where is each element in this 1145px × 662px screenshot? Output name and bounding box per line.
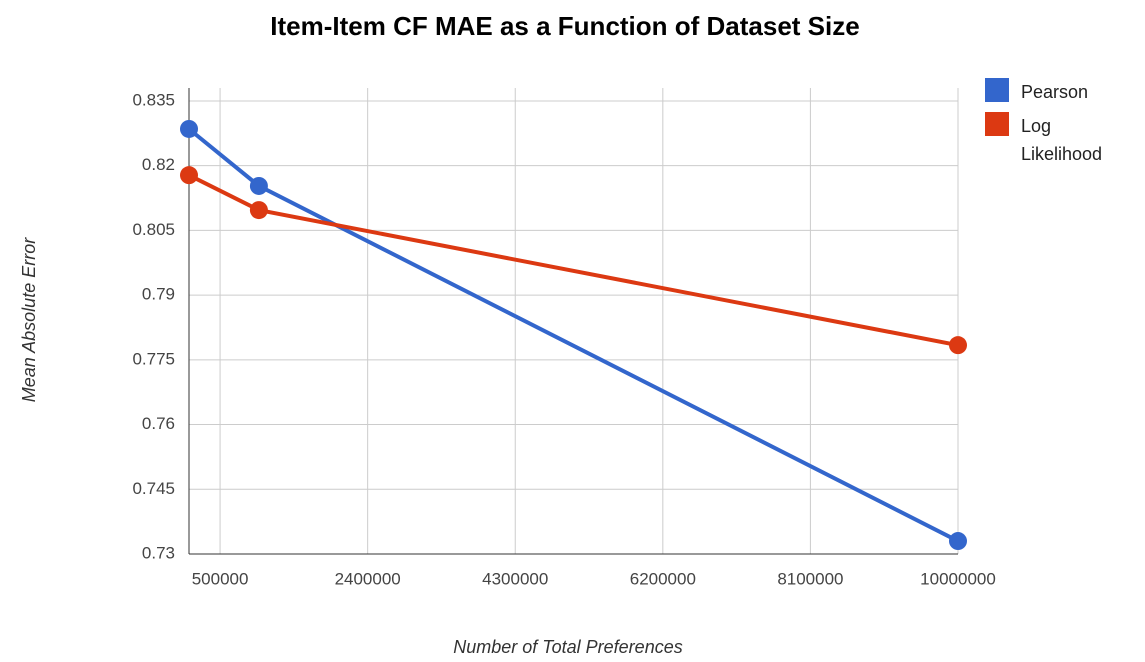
grid (189, 88, 959, 555)
point (249, 176, 268, 195)
point (249, 201, 268, 220)
y-tick-label: 0.76 (142, 414, 175, 433)
point (949, 532, 967, 551)
legend-swatch (985, 78, 1009, 102)
legend-label: Log Likelihood (1021, 116, 1103, 164)
y-axis-title: Mean Absolute Error (19, 237, 39, 402)
x-tick-label: 2400000 (335, 569, 401, 588)
legend: Pearson Log Likelihood (985, 78, 1135, 174)
y-tick-label: 0.805 (132, 220, 175, 239)
y-tick-label: 0.73 (142, 543, 175, 562)
y-tick-label: 0.79 (142, 285, 175, 304)
line (187, 127, 959, 543)
y-tick-label: 0.835 (132, 90, 175, 109)
point (949, 336, 967, 355)
x-tick-label: 4300000 (482, 569, 548, 588)
legend-item: Pearson (985, 78, 1135, 106)
x-tick-label: 10000000 (920, 569, 996, 588)
chart-title: Item-Item CF MAE as a Function of Datase… (270, 11, 859, 41)
legend-swatch (985, 112, 1009, 136)
legend-label: Pearson (1021, 82, 1089, 102)
line (188, 173, 959, 348)
x-axis-title: Number of Total Preferences (453, 637, 682, 657)
point (180, 166, 198, 185)
point (180, 119, 198, 138)
y-tick-label: 0.82 (142, 155, 175, 174)
y-tick-label: 0.745 (132, 479, 175, 498)
x-tick-label: 500000 (192, 569, 249, 588)
x-tick-label: 8100000 (777, 569, 843, 588)
y-tick-label: 0.775 (132, 349, 175, 368)
legend-item: Log Likelihood (985, 112, 1135, 168)
x-tick-label: 6200000 (630, 569, 696, 588)
